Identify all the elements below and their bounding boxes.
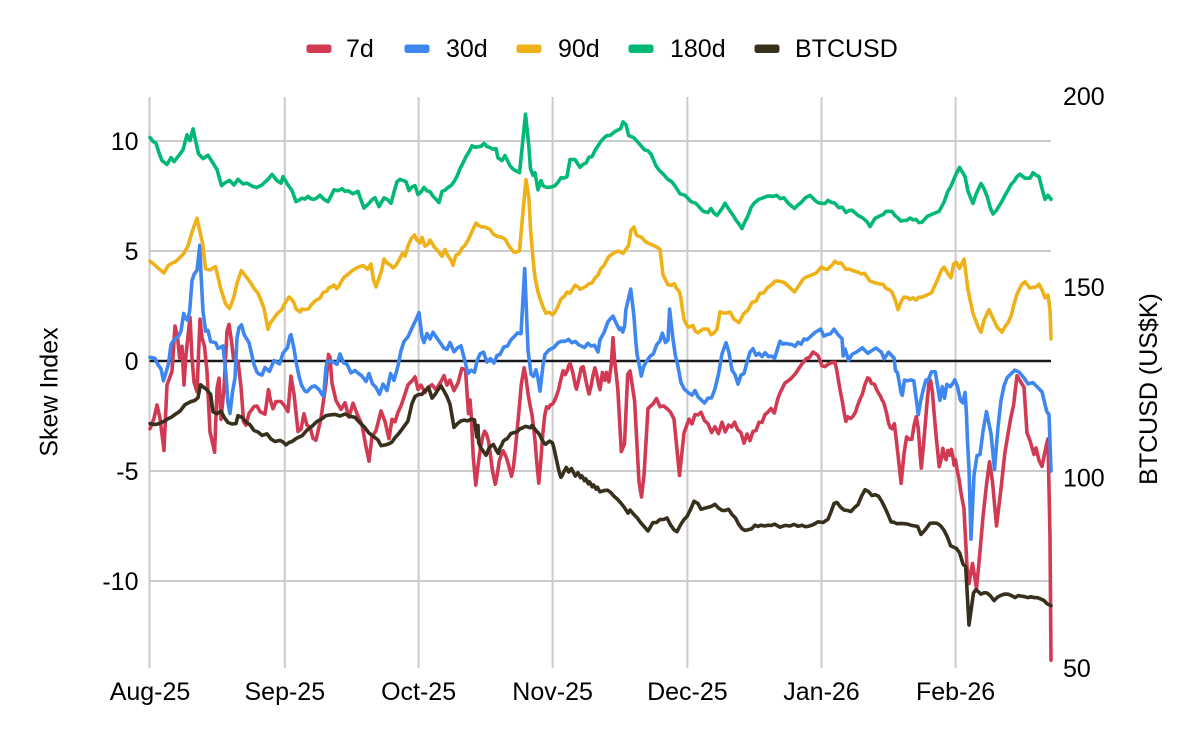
svg-text:Aug-25: Aug-25 (110, 678, 191, 706)
svg-text:100: 100 (1063, 465, 1105, 493)
svg-text:90d: 90d (558, 35, 600, 63)
svg-text:0: 0 (125, 348, 139, 376)
svg-text:Nov-25: Nov-25 (512, 678, 593, 706)
svg-text:BTCUSD (US$K): BTCUSD (US$K) (1135, 293, 1163, 485)
svg-text:Jan-26: Jan-26 (783, 678, 859, 706)
svg-text:200: 200 (1063, 83, 1105, 111)
svg-text:Feb-26: Feb-26 (916, 678, 995, 706)
svg-text:50: 50 (1063, 655, 1091, 683)
svg-text:-5: -5 (116, 458, 138, 486)
svg-text:5: 5 (125, 238, 139, 266)
svg-text:10: 10 (111, 128, 139, 156)
svg-text:Oct-25: Oct-25 (381, 678, 456, 706)
svg-text:-10: -10 (102, 568, 138, 596)
svg-text:Dec-25: Dec-25 (647, 678, 728, 706)
svg-text:BTCUSD: BTCUSD (795, 35, 898, 63)
svg-text:7d: 7d (346, 35, 374, 63)
svg-text:180d: 180d (670, 35, 726, 63)
svg-text:Skew Index: Skew Index (36, 327, 64, 457)
svg-text:Sep-25: Sep-25 (244, 678, 325, 706)
svg-text:150: 150 (1063, 274, 1105, 302)
svg-text:30d: 30d (446, 35, 488, 63)
